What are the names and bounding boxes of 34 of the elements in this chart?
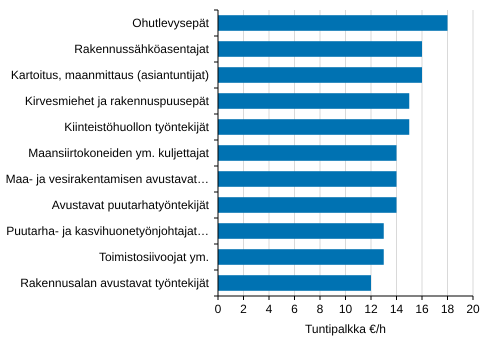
y-tick-label: Kiinteistöhuollon työntekijät bbox=[64, 120, 210, 134]
bar bbox=[218, 67, 422, 83]
x-tick-label: 4 bbox=[266, 302, 273, 316]
y-tick-label: Kartoitus, maanmittaus (asiantuntijat) bbox=[10, 68, 209, 82]
x-tick-label: 12 bbox=[364, 302, 378, 316]
x-tick-label: 8 bbox=[316, 302, 324, 316]
bar bbox=[218, 145, 396, 161]
y-tick-label: Rakennussähköasentajat bbox=[74, 42, 210, 56]
y-tick-label: Toimistosiivoojat ym. bbox=[98, 250, 209, 264]
x-tick-label: 2 bbox=[240, 302, 248, 316]
x-axis-title: Tuntipalkka €/h bbox=[305, 322, 386, 336]
bar bbox=[218, 119, 410, 135]
y-tick-label: Avustavat puutarhatyöntekijät bbox=[52, 198, 210, 212]
bar bbox=[218, 223, 384, 239]
bar bbox=[218, 15, 448, 31]
bar bbox=[218, 41, 422, 57]
y-tick-label: Maansiirtokoneiden ym. kuljettajat bbox=[28, 146, 210, 160]
y-tick-label: Kirvesmiehet ja rakennuspuusepät bbox=[24, 94, 210, 108]
y-tick-label: Maa- ja vesirakentamisen avustavat… bbox=[6, 172, 209, 186]
x-tick-label: 18 bbox=[440, 302, 454, 316]
bar bbox=[218, 93, 410, 109]
y-tick-label: Rakennusalan avustavat työntekijät bbox=[20, 276, 210, 290]
x-tick-label: 14 bbox=[390, 302, 404, 316]
x-tick-label: 10 bbox=[338, 302, 352, 316]
bar bbox=[218, 197, 396, 213]
y-tick-label: Ohutlevysepät bbox=[132, 16, 210, 30]
x-tick-label: 16 bbox=[415, 302, 429, 316]
bar bbox=[218, 171, 396, 187]
bar bbox=[218, 249, 384, 265]
bar bbox=[218, 275, 371, 291]
x-tick-label: 20 bbox=[466, 302, 480, 316]
x-tick-label: 0 bbox=[214, 302, 222, 316]
y-tick-label: Puutarha- ja kasvihuonetyönjohtajat… bbox=[6, 224, 209, 238]
x-tick-label: 6 bbox=[291, 302, 298, 316]
